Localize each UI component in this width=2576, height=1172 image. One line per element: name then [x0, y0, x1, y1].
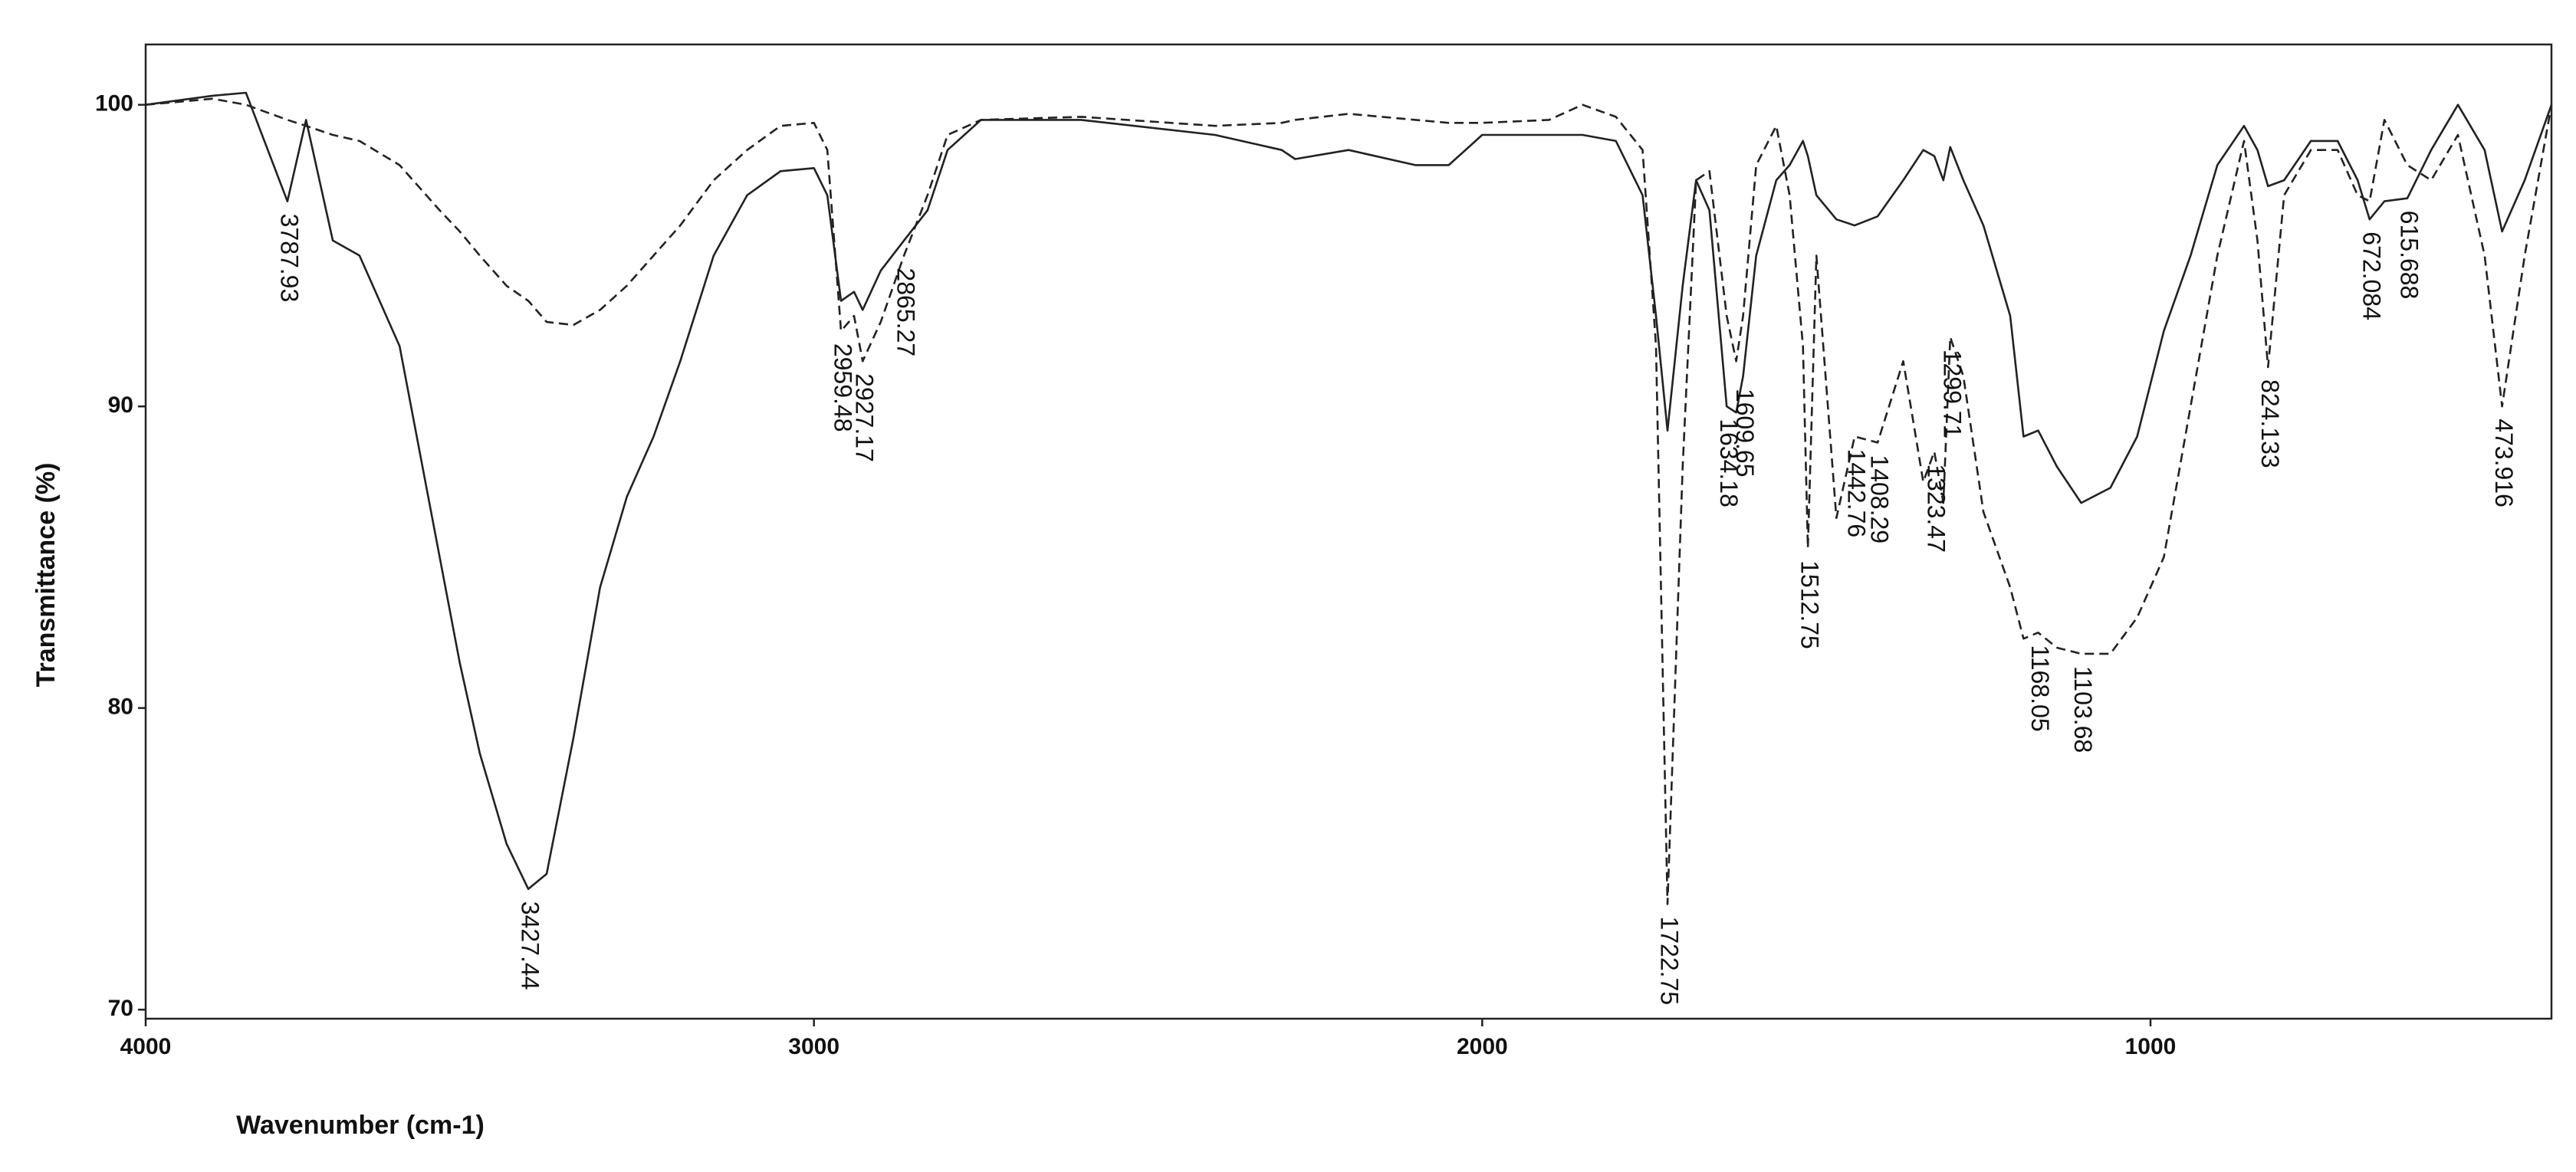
y-tick-label: 70: [108, 996, 133, 1021]
peak-label: 1408.29: [1866, 455, 1894, 543]
y-axis-label: Transmittance (%): [31, 463, 61, 688]
x-tick-label: 1000: [2125, 1034, 2177, 1059]
peak-label: 824.133: [2256, 379, 2284, 468]
peak-label: 1299.71: [1938, 350, 1966, 438]
peak-label: 615.688: [2396, 211, 2423, 300]
spectrum-line: [145, 97, 2553, 905]
peak-label: 2959.48: [830, 343, 857, 432]
peak-label: 3427.44: [517, 901, 544, 990]
y-tick-label: 90: [108, 392, 133, 418]
peak-label: 1609.65: [1731, 389, 1759, 478]
x-axis-label: Wavenumber (cm-1): [236, 1111, 485, 1140]
peak-label: 1442.76: [1843, 449, 1871, 538]
peak-label: 1323.47: [1923, 464, 1950, 553]
peak-label: 3787.93: [275, 214, 303, 303]
peak-label: 672.084: [2358, 231, 2385, 320]
peak-label: 2927.17: [851, 373, 879, 462]
spectrum-line: [145, 91, 2553, 891]
plot-frame: [144, 43, 2553, 1020]
peak-label: 1168.05: [2026, 645, 2054, 731]
peak-label: 1103.68: [2069, 666, 2097, 753]
peak-label: 2865.27: [892, 268, 920, 356]
peak-label: 1512.75: [1796, 560, 1824, 649]
peak-label: 473.916: [2490, 419, 2518, 507]
x-tick-label: 4000: [120, 1034, 172, 1059]
peak-label: 1722.75: [1656, 916, 1684, 1005]
y-tick-label: 100: [95, 91, 133, 117]
peak-label: 1634.18: [1715, 419, 1743, 507]
x-tick-label: 2000: [1457, 1034, 1508, 1059]
y-tick-label: 80: [108, 694, 133, 720]
x-tick-label: 3000: [788, 1034, 840, 1059]
